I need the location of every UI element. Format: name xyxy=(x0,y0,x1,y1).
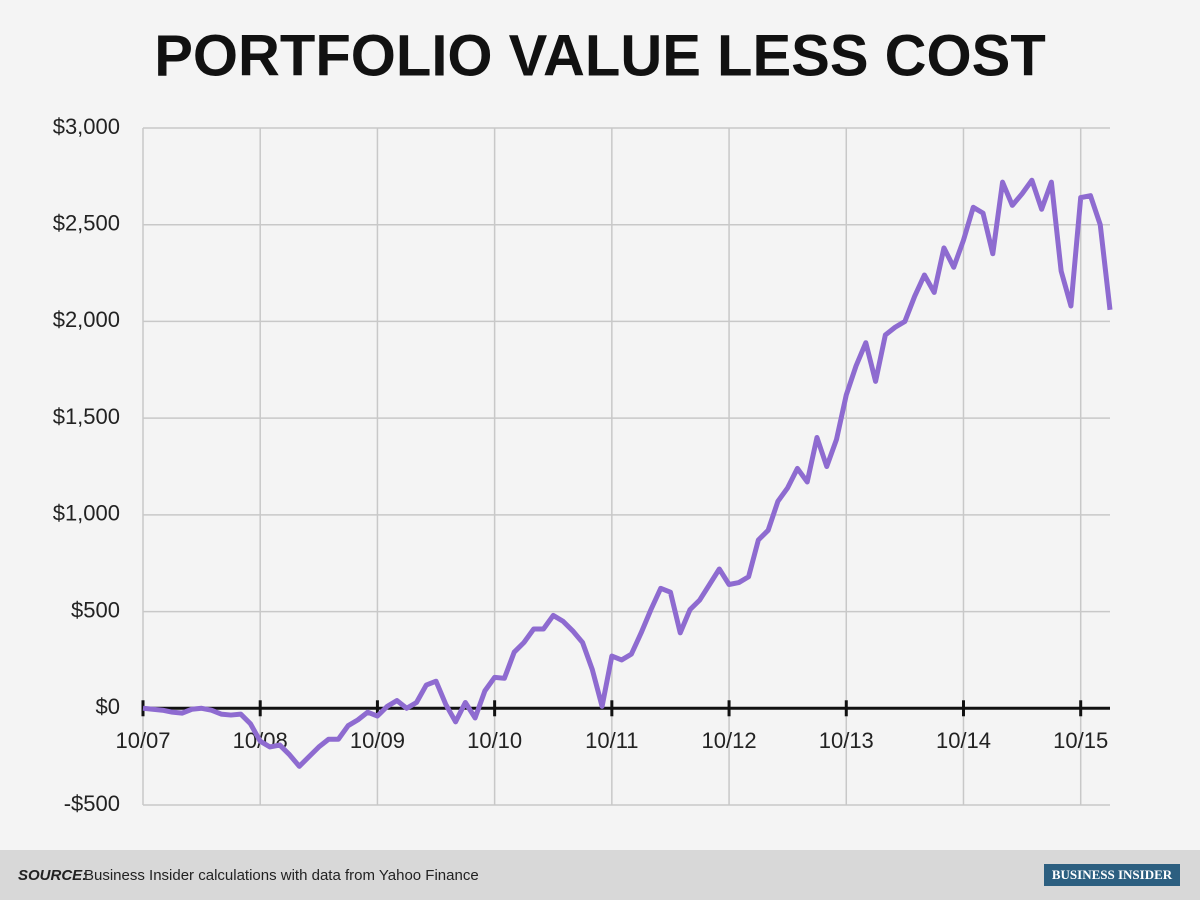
x-tick-label: 10/15 xyxy=(1053,728,1108,753)
x-tick-label: 10/11 xyxy=(585,728,638,753)
x-tick-label: 10/09 xyxy=(350,728,405,753)
source-label: SOURCE: xyxy=(18,867,87,884)
y-tick-label: $1,000 xyxy=(53,501,120,526)
x-tick-label: 10/10 xyxy=(467,728,522,753)
x-tick-label: 10/07 xyxy=(115,728,170,753)
data-line xyxy=(142,177,1113,769)
y-tick-label: $2,500 xyxy=(53,211,120,236)
y-tick-label: $0 xyxy=(96,694,120,719)
source-text: Business Insider calculations with data … xyxy=(84,867,479,884)
x-tick-label: 10/12 xyxy=(702,728,757,753)
y-tick-label: $2,000 xyxy=(53,307,120,332)
x-tick-label: 10/13 xyxy=(819,728,874,753)
y-tick-label: -$500 xyxy=(64,791,120,816)
x-tick-label: 10/14 xyxy=(936,728,991,753)
plot: -$500 $0 $500 $1,000 $1,500 $2,000 $2,500 $3,00… xyxy=(53,114,1113,816)
y-tick-label: $3,000 xyxy=(53,114,120,139)
footer-band xyxy=(0,850,1200,900)
logo: BUSINESS INSIDER xyxy=(1052,867,1173,882)
y-tick-label: $500 xyxy=(71,597,120,622)
chart-title: PORTFOLIO VALUE LESS COST xyxy=(154,23,1046,88)
logo-box xyxy=(1044,864,1180,886)
y-tick-label: $1,500 xyxy=(53,404,120,429)
